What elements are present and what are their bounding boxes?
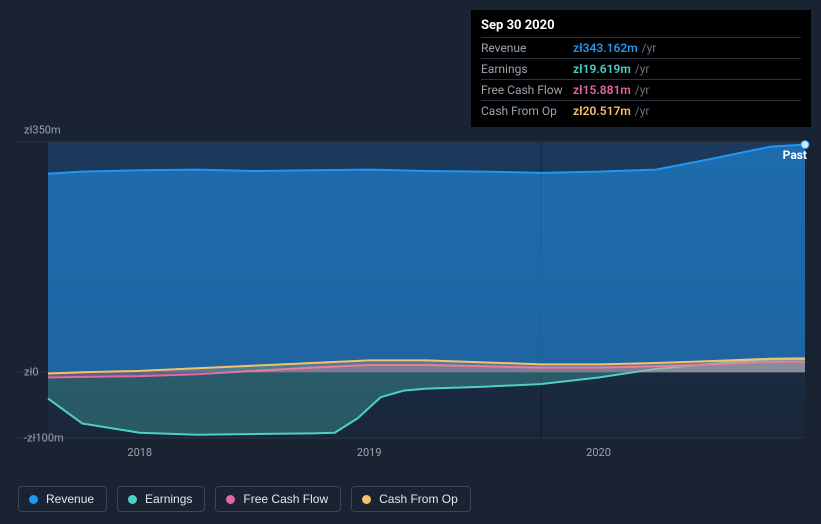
legend-btn-cfo[interactable]: Cash From Op — [351, 486, 471, 512]
chart-area[interactable] — [0, 0, 821, 524]
legend-label: Cash From Op — [379, 492, 458, 506]
legend-dot-icon — [226, 495, 235, 504]
legend-dot-icon — [128, 495, 137, 504]
y-tick-label: -zł100m — [24, 432, 64, 445]
x-tick-label: 2018 — [127, 446, 152, 459]
legend-btn-fcf[interactable]: Free Cash Flow — [215, 486, 341, 512]
y-tick-label: zł0 — [24, 366, 39, 379]
legend-label: Free Cash Flow — [243, 492, 328, 506]
legend-dot-icon — [362, 495, 371, 504]
legend-dot-icon — [29, 495, 38, 504]
x-tick-label: 2020 — [586, 446, 611, 459]
legend: Revenue Earnings Free Cash Flow Cash Fro… — [18, 486, 471, 512]
legend-btn-earnings[interactable]: Earnings — [117, 486, 205, 512]
x-tick-label: 2019 — [357, 446, 382, 459]
past-label: Past — [783, 148, 807, 162]
legend-label: Earnings — [145, 492, 192, 506]
y-tick-label: zł350m — [24, 124, 61, 137]
legend-btn-revenue[interactable]: Revenue — [18, 486, 107, 512]
legend-label: Revenue — [46, 492, 94, 506]
